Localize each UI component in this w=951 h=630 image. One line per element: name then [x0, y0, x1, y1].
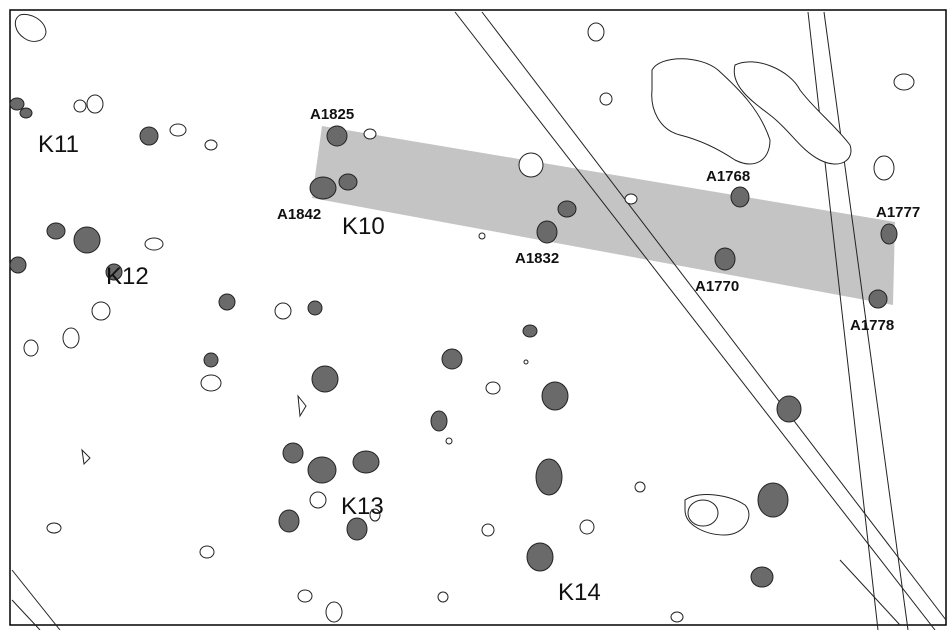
filled-feature: [73, 226, 101, 254]
feature-A1832[interactable]: [536, 220, 558, 244]
open-feature: [873, 155, 895, 181]
open-feature: [325, 601, 343, 623]
open-feature: [363, 128, 377, 140]
open-feature: [73, 99, 87, 113]
open-feature: [309, 491, 327, 509]
filled-feature: [522, 324, 538, 338]
open-feature: [670, 611, 684, 623]
feature-A1768[interactable]: [730, 186, 750, 208]
open-feature: [81, 448, 91, 466]
open-feature: [200, 374, 222, 392]
open-feature: [687, 499, 719, 527]
feature-label-a1768: A1768: [706, 168, 750, 185]
open-features: [23, 22, 915, 623]
filled-feature: [139, 126, 159, 146]
open-feature: [91, 301, 111, 321]
filled-feature: [441, 348, 463, 370]
filled-feature: [105, 263, 123, 281]
feature-label-a1842: A1842: [277, 206, 321, 223]
feature-label-a1770: A1770: [695, 278, 739, 295]
edge-line-1: [11, 569, 61, 630]
open-feature: [518, 152, 544, 178]
filled-feature: [557, 200, 577, 218]
open-feature: [23, 339, 39, 357]
outline-feature-large-2: [733, 61, 852, 165]
zone-label-k11: K11: [38, 131, 79, 158]
filled-feature: [307, 300, 323, 316]
filled-feature: [311, 365, 339, 393]
open-feature: [445, 437, 453, 445]
open-feature: [46, 522, 62, 534]
road-edge-2: [823, 11, 909, 630]
open-feature: [62, 327, 80, 349]
zone-label-k13: K13: [341, 493, 384, 520]
feature-A1825[interactable]: [326, 125, 348, 147]
zone-label-k12: K12: [106, 263, 149, 290]
outline-feature-corner: [14, 13, 47, 42]
open-feature: [437, 591, 449, 603]
open-feature: [204, 139, 218, 151]
filled-feature: [46, 222, 66, 240]
open-feature: [169, 123, 187, 137]
filled-feature: [203, 352, 219, 368]
open-feature: [599, 92, 613, 106]
filled-feature: [541, 381, 569, 411]
outline-feature-large-1: [651, 58, 771, 165]
open-feature: [478, 232, 486, 240]
open-feature: [893, 73, 915, 91]
filled-feature: [526, 542, 554, 572]
filled-feature: [9, 97, 25, 111]
filled-feature: [352, 450, 380, 474]
filled-feature: [278, 509, 300, 533]
ditch-line-2: [481, 11, 947, 621]
filled-feature: [338, 173, 358, 191]
open-feature: [274, 302, 292, 320]
open-feature: [199, 545, 215, 559]
open-feature: [624, 193, 638, 205]
feature-label-a1832: A1832: [515, 250, 559, 267]
feature-A1777[interactable]: [880, 223, 898, 245]
feature-label-a1825: A1825: [310, 106, 354, 123]
open-feature: [144, 237, 164, 251]
filled-feature: [307, 456, 337, 484]
filled-features: [9, 97, 898, 588]
open-feature: [523, 359, 529, 365]
open-feature: [369, 508, 381, 522]
open-feature: [86, 94, 104, 114]
linear-features: [11, 11, 947, 630]
filled-feature: [430, 410, 448, 432]
filled-feature: [19, 107, 33, 119]
filled-feature: [218, 293, 236, 311]
ditch-line-1: [454, 11, 936, 630]
filled-feature: [282, 442, 304, 464]
feature-A1778[interactable]: [868, 289, 888, 309]
feature-label-a1777: A1777: [876, 204, 920, 221]
filled-feature: [9, 256, 27, 274]
feature-A1842[interactable]: [309, 176, 337, 200]
feature-label-a1778: A1778: [850, 317, 894, 334]
filled-feature: [750, 566, 774, 588]
filled-feature: [535, 458, 563, 496]
edge-line-3: [839, 559, 901, 626]
selected-trench-area[interactable]: [312, 126, 895, 305]
open-feature: [485, 381, 501, 395]
zone-label-k10: K10: [342, 213, 385, 240]
open-feature: [587, 22, 605, 42]
filled-feature: [346, 517, 368, 541]
filled-feature: [757, 482, 789, 518]
filled-feature: [776, 395, 802, 423]
open-feature: [481, 523, 495, 537]
edge-line-2: [11, 599, 41, 630]
open-feature: [297, 589, 313, 603]
zone-label-k14: K14: [558, 579, 601, 606]
open-feature: [579, 519, 595, 535]
open-feature: [297, 394, 307, 418]
open-feature: [634, 481, 646, 493]
feature-A1770[interactable]: [714, 247, 736, 271]
